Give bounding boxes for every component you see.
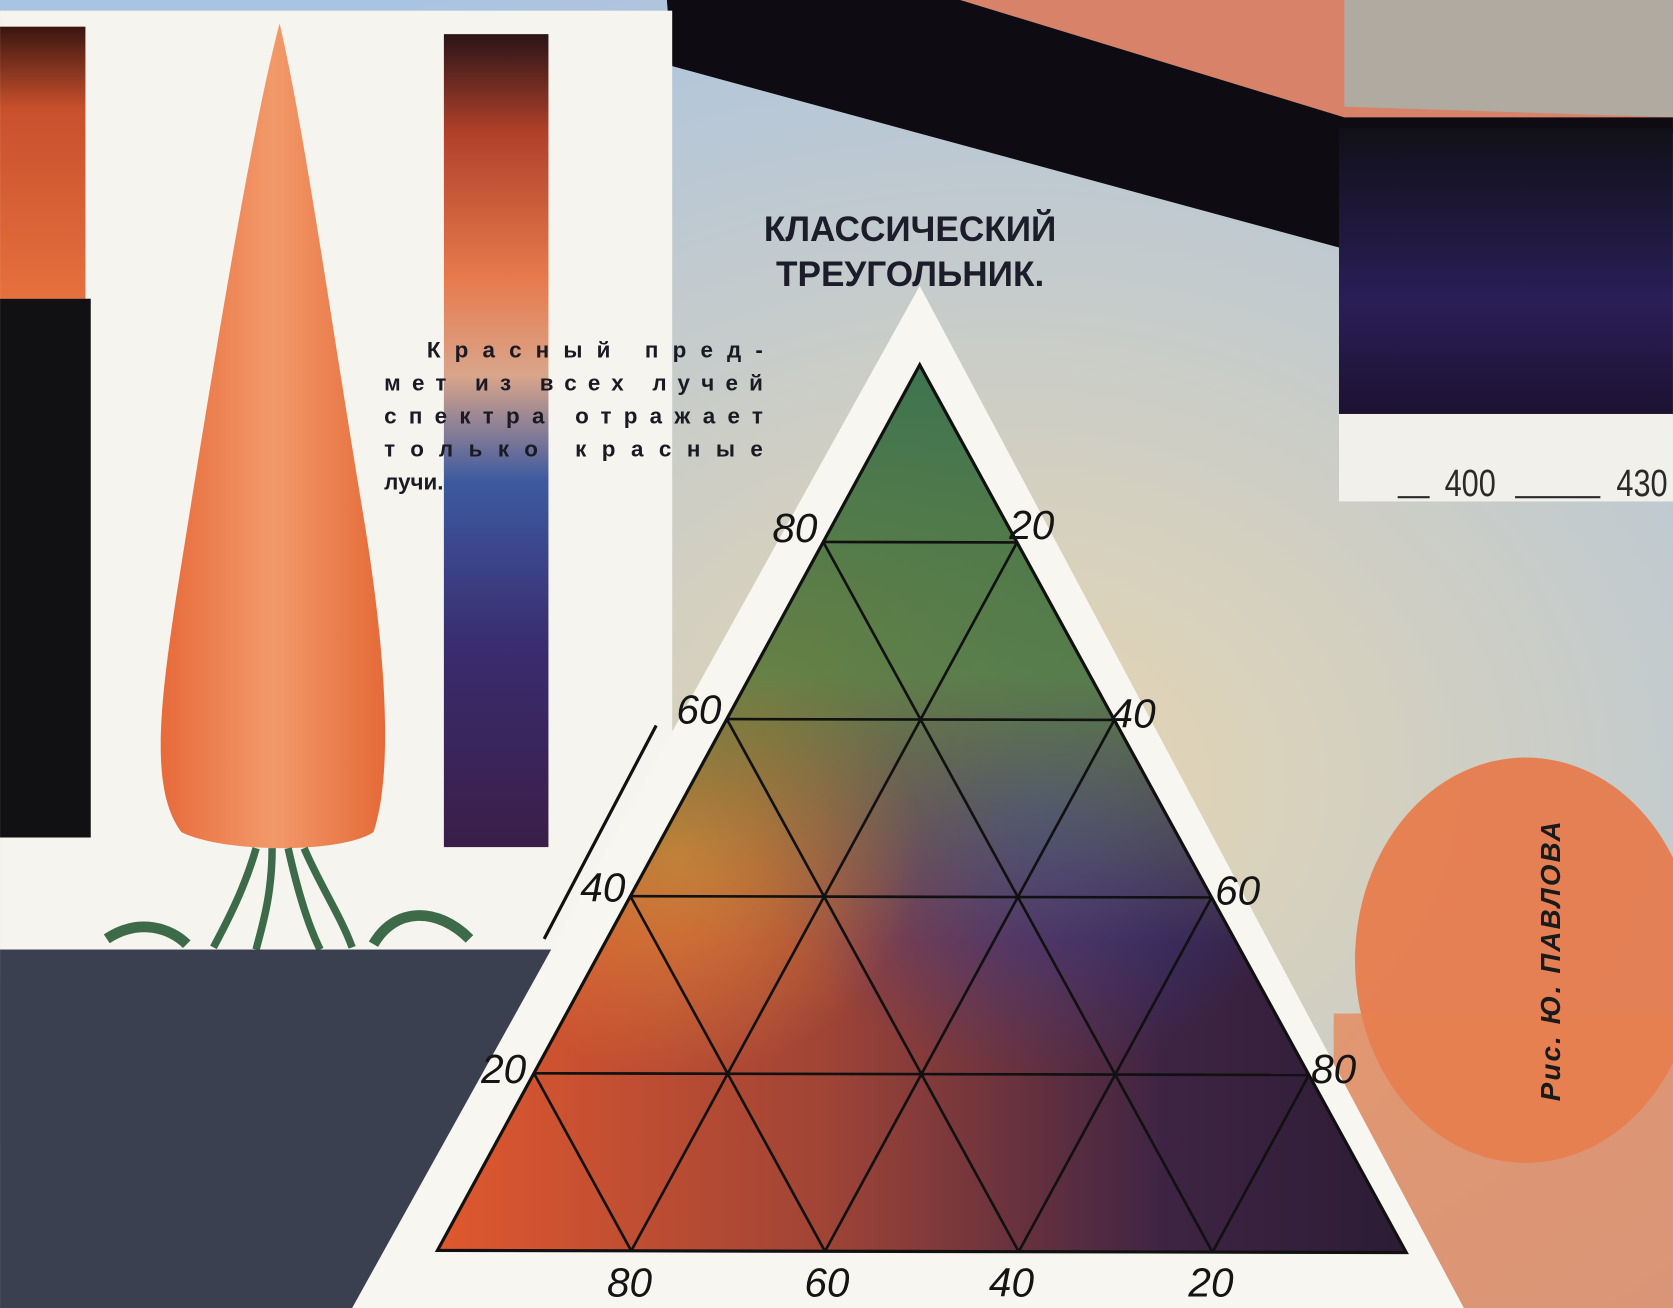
left-label: 20 [480, 1046, 527, 1092]
credit: Рис. Ю. ПАВЛОВА [1535, 819, 1566, 1101]
scale-label: 400 [1445, 463, 1496, 505]
scale-label: 430 [1616, 463, 1667, 505]
page: {"title": {"lines": ["КЛАССИЧЕСКИЙ", "ТР… [0, 0, 1673, 1308]
bottom-label: 80 [607, 1259, 653, 1305]
top-gray [1344, 0, 1673, 117]
right-label: 40 [1111, 691, 1157, 737]
bottom-label: 40 [989, 1259, 1035, 1305]
right-label: 20 [1008, 502, 1055, 548]
left-label: 80 [772, 505, 818, 551]
right-label: 60 [1215, 868, 1261, 914]
title-line: КЛАССИЧЕСКИЙ [764, 209, 1056, 249]
bottom-label: 20 [1187, 1259, 1234, 1305]
caption-line: лучи. [384, 470, 443, 495]
left-label: 40 [580, 865, 626, 911]
grid-line [630, 896, 1211, 897]
dark-block [1339, 128, 1673, 416]
caption-line: мет из всех лучей [384, 370, 763, 395]
right-label: 80 [1311, 1046, 1357, 1092]
bottom-label: 60 [804, 1259, 850, 1305]
red-bar [0, 27, 85, 299]
black-bar [0, 299, 91, 838]
grid-line [534, 1073, 1309, 1075]
illustration: КЛАССИЧЕСКИЙ ТРЕУГОЛЬНИК. Красный пред- … [0, 0, 1673, 1308]
title-line: ТРЕУГОЛЬНИК. [776, 255, 1044, 294]
left-label: 60 [676, 686, 722, 732]
